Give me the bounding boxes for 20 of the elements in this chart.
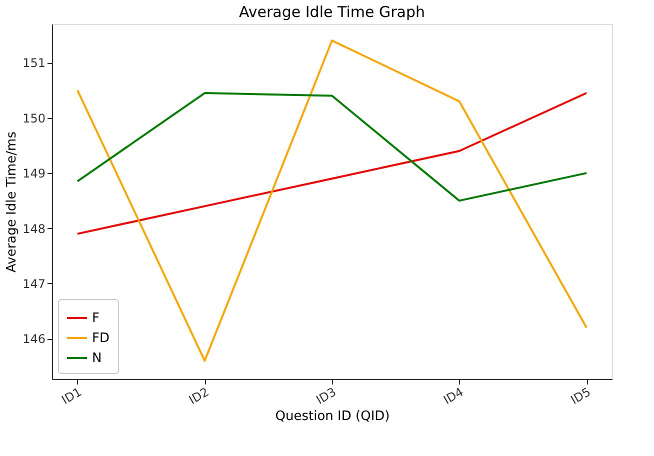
x-tick-label: ID2 — [186, 384, 212, 408]
y-tick-label: 147 — [22, 276, 46, 291]
y-tick-label: 151 — [22, 56, 46, 70]
line-series — [76, 92, 588, 235]
y-axis-title: Average Idle Time/ms — [4, 131, 20, 272]
x-axis-title: Question ID (QID) — [275, 409, 390, 424]
x-tick-label: ID1 — [59, 384, 84, 408]
line-series — [76, 92, 588, 202]
legend-label: FD — [92, 331, 110, 346]
x-tick-label: ID5 — [568, 384, 594, 408]
x-tick-label: ID4 — [441, 384, 466, 408]
y-tick-label: 150 — [22, 111, 46, 126]
legend-label: N — [92, 351, 102, 366]
legend-label: F — [92, 311, 100, 326]
y-tick-label: 146 — [22, 332, 46, 346]
x-tick-label: ID3 — [314, 384, 338, 408]
y-tick-label: 148 — [22, 222, 46, 236]
line-series — [76, 40, 588, 362]
y-tick-label: 149 — [22, 166, 46, 181]
chart-title: Average Idle Time Graph — [239, 3, 425, 21]
